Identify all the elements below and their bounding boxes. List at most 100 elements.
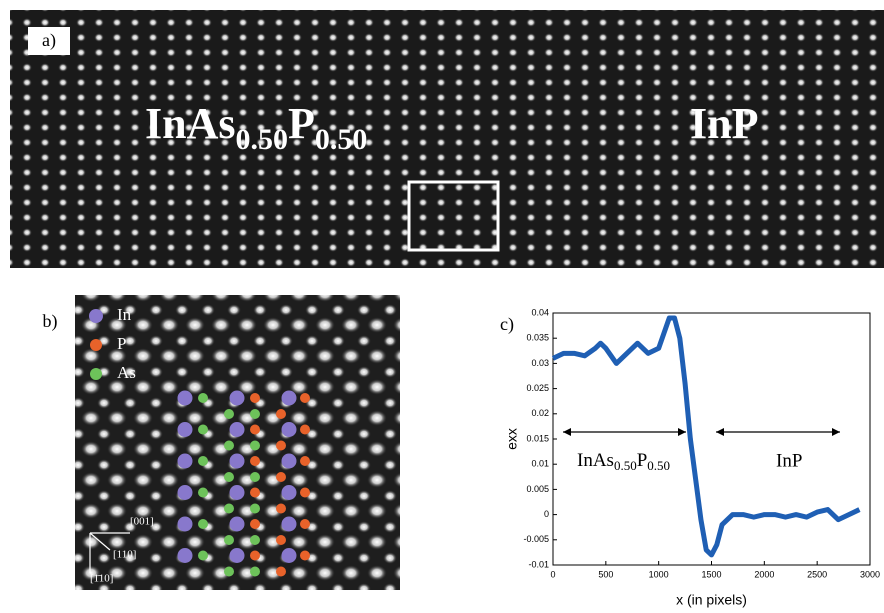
atom-in [230, 485, 245, 500]
atom-in [178, 485, 193, 500]
panel-a: a) InAs0.50P0.50 InP [10, 10, 884, 268]
atom-as [250, 409, 260, 419]
atom-p [300, 488, 310, 498]
atom-in [230, 454, 245, 469]
annotation-part: 0.50 [614, 458, 637, 473]
x-tick-label: 500 [598, 569, 613, 579]
atom-in [282, 391, 297, 406]
y-tick-label: 0.01 [531, 459, 549, 469]
atom-as [250, 472, 260, 482]
atom-as [250, 535, 260, 545]
text: P [288, 99, 315, 148]
atom-as [198, 393, 208, 403]
direction-label: [001] [130, 516, 154, 528]
atom-as [198, 519, 208, 529]
atom-in [230, 548, 245, 563]
atom-in [282, 454, 297, 469]
plot-frame [553, 313, 870, 565]
atom-in [282, 422, 297, 437]
atom-as [250, 567, 260, 577]
x-tick-label: 3000 [860, 569, 880, 579]
panel-label: a) [42, 30, 56, 51]
atom-p [250, 393, 260, 403]
atom-as [224, 441, 234, 451]
y-tick-label: 0.02 [531, 408, 549, 418]
atom-as [224, 472, 234, 482]
subscript: 0.50 [315, 123, 368, 156]
atom-p [276, 504, 286, 514]
y-tick-label: -0.01 [528, 559, 549, 569]
panel-label: c) [500, 314, 514, 335]
atom-p [250, 519, 260, 529]
atom-as [224, 409, 234, 419]
atom-in [282, 485, 297, 500]
y-tick-label: 0.005 [526, 484, 549, 494]
legend-marker [90, 339, 102, 351]
atom-in [282, 517, 297, 532]
x-tick-label: 1000 [649, 569, 669, 579]
atom-as [224, 504, 234, 514]
annotation-part: P [637, 450, 648, 471]
atom-p [250, 425, 260, 435]
atom-in [230, 391, 245, 406]
x-tick-label: 2000 [754, 569, 774, 579]
atom-as [250, 441, 260, 451]
y-tick-label: -0.005 [523, 534, 549, 544]
x-tick-label: 1500 [701, 569, 721, 579]
atom-in [230, 422, 245, 437]
atom-p [276, 409, 286, 419]
y-tick-label: 0.03 [531, 358, 549, 368]
atom-p [300, 393, 310, 403]
text: InAs [145, 99, 236, 148]
atom-p [276, 535, 286, 545]
material-label: InP [690, 99, 758, 148]
direction-label: [1̄10] [90, 573, 113, 585]
atom-as [224, 535, 234, 545]
y-tick-label: 0.015 [526, 433, 549, 443]
direction-label: [110] [113, 549, 136, 561]
atom-in [178, 391, 193, 406]
atom-in [178, 517, 193, 532]
legend-label: P [117, 334, 126, 353]
atom-as [224, 567, 234, 577]
subscript: 0.50 [236, 123, 289, 156]
atom-p [300, 551, 310, 561]
atom-as [250, 504, 260, 514]
panel-b: b) In P As [001] [110] [1̄10] [43, 295, 401, 590]
legend-marker [90, 368, 102, 380]
figure: a) InAs0.50P0.50 InP b) In P As [001] [1… [0, 0, 884, 613]
y-axis-label: exx [504, 428, 520, 450]
atom-as [198, 456, 208, 466]
atom-p [300, 456, 310, 466]
annotation-part: 0.50 [647, 458, 670, 473]
atom-p [250, 551, 260, 561]
legend-label: In [117, 305, 132, 324]
atom-in [178, 422, 193, 437]
atom-in [178, 548, 193, 563]
atom-p [300, 425, 310, 435]
atom-p [276, 441, 286, 451]
y-tick-label: 0 [544, 509, 549, 519]
atom-p [250, 488, 260, 498]
atom-in [178, 454, 193, 469]
y-tick-label: 0.04 [531, 307, 549, 317]
atom-p [276, 472, 286, 482]
legend-marker [89, 309, 103, 323]
annotation-part: InAs [577, 450, 614, 471]
x-tick-label: 0 [550, 569, 555, 579]
x-axis-label: x (in pixels) [676, 592, 747, 608]
atom-p [250, 456, 260, 466]
atom-in [230, 517, 245, 532]
annotation: InP [776, 450, 802, 471]
atom-as [198, 488, 208, 498]
legend-label: As [117, 363, 136, 382]
y-tick-label: 0.025 [526, 383, 549, 393]
y-tick-label: 0.035 [526, 333, 549, 343]
atom-as [198, 551, 208, 561]
atom-p [276, 567, 286, 577]
atom-p [300, 519, 310, 529]
panel-label: b) [43, 311, 58, 332]
atom-in [282, 548, 297, 563]
atom-as [198, 425, 208, 435]
